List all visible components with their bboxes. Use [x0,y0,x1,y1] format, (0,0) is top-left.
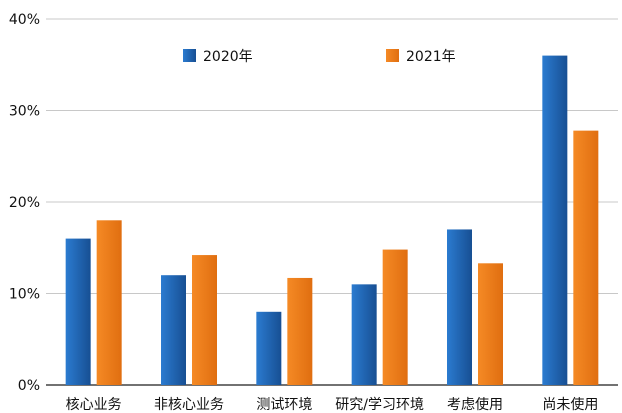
x-category-label: 核心业务 [66,397,122,413]
bar-series-2021 [382,249,408,385]
y-axis-ticks: 0% 10% 20% 30% 40% [9,12,40,394]
x-category-label: 测试环境 [256,397,312,413]
bar-series-2020 [65,238,91,385]
bar-series-2020 [161,275,186,385]
x-category-label: 考虑使用 [447,396,503,413]
x-category-label: 尚未使用 [542,396,598,413]
bar-series-2021 [478,263,503,385]
legend-swatch [183,49,196,62]
legend-label: 2021年 [406,49,456,65]
bar-series-2020 [447,229,472,385]
bar-series-2021 [573,130,599,385]
y-tick-label: 30% [9,104,40,120]
legend-label: 2020年 [203,49,253,65]
x-axis-labels: 核心业务 非核心业务 测试环境 研究/学习环境 考虑使用 尚未使用 [66,396,599,413]
bar-series-2021 [287,277,313,385]
legend-swatch [386,49,399,62]
legend: 2020年 2021年 [183,49,456,65]
y-tick-label: 20% [9,195,40,211]
bar-series-2021 [96,220,122,385]
y-tick-label: 10% [9,287,40,303]
bar-series-2020 [542,55,568,385]
y-tick-label: 40% [9,12,40,28]
bars [65,55,599,385]
y-tick-label: 0% [18,378,40,394]
bar-series-2020 [351,284,377,385]
x-category-label: 非核心业务 [154,397,224,413]
bar-series-2020 [256,311,282,385]
bar-series-2021 [192,255,217,385]
x-category-label: 研究/学习环境 [335,397,424,413]
gridlines [46,18,618,386]
